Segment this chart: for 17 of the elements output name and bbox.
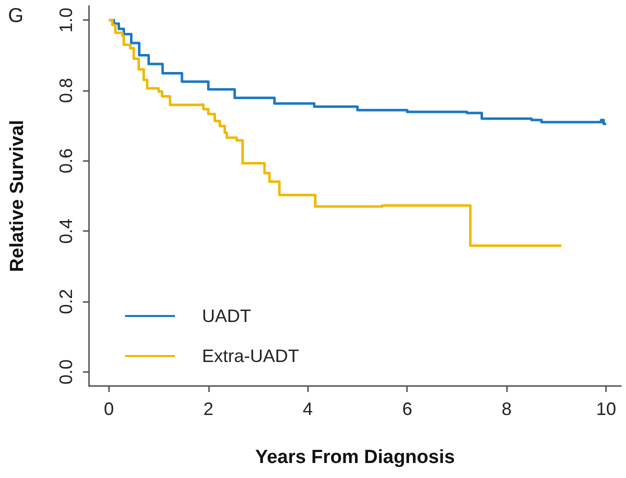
x-tick-label: 10 xyxy=(596,399,616,419)
y-axis-title: Relative Survival xyxy=(7,120,28,272)
y-tick-label: 0.0 xyxy=(56,359,76,384)
x-axis-title: Years From Diagnosis xyxy=(255,447,455,468)
text: G xyxy=(8,5,24,27)
x-tick-label: 6 xyxy=(402,399,412,419)
x-tick-label: 4 xyxy=(302,399,313,419)
y-tick-label: 1.0 xyxy=(56,8,76,33)
legend-label: UADT xyxy=(202,306,252,326)
y-tick-label: 0.6 xyxy=(56,148,76,174)
y-tick-label: 0.8 xyxy=(56,78,76,103)
x-tick-label: 8 xyxy=(502,399,512,419)
y-tick-label: 0.4 xyxy=(56,218,76,244)
x-tick-label: 2 xyxy=(203,399,214,419)
legend-label: Extra-UADT xyxy=(202,346,300,366)
x-tick-label: 0 xyxy=(104,399,114,419)
y-tick-label: 0.2 xyxy=(56,289,76,314)
